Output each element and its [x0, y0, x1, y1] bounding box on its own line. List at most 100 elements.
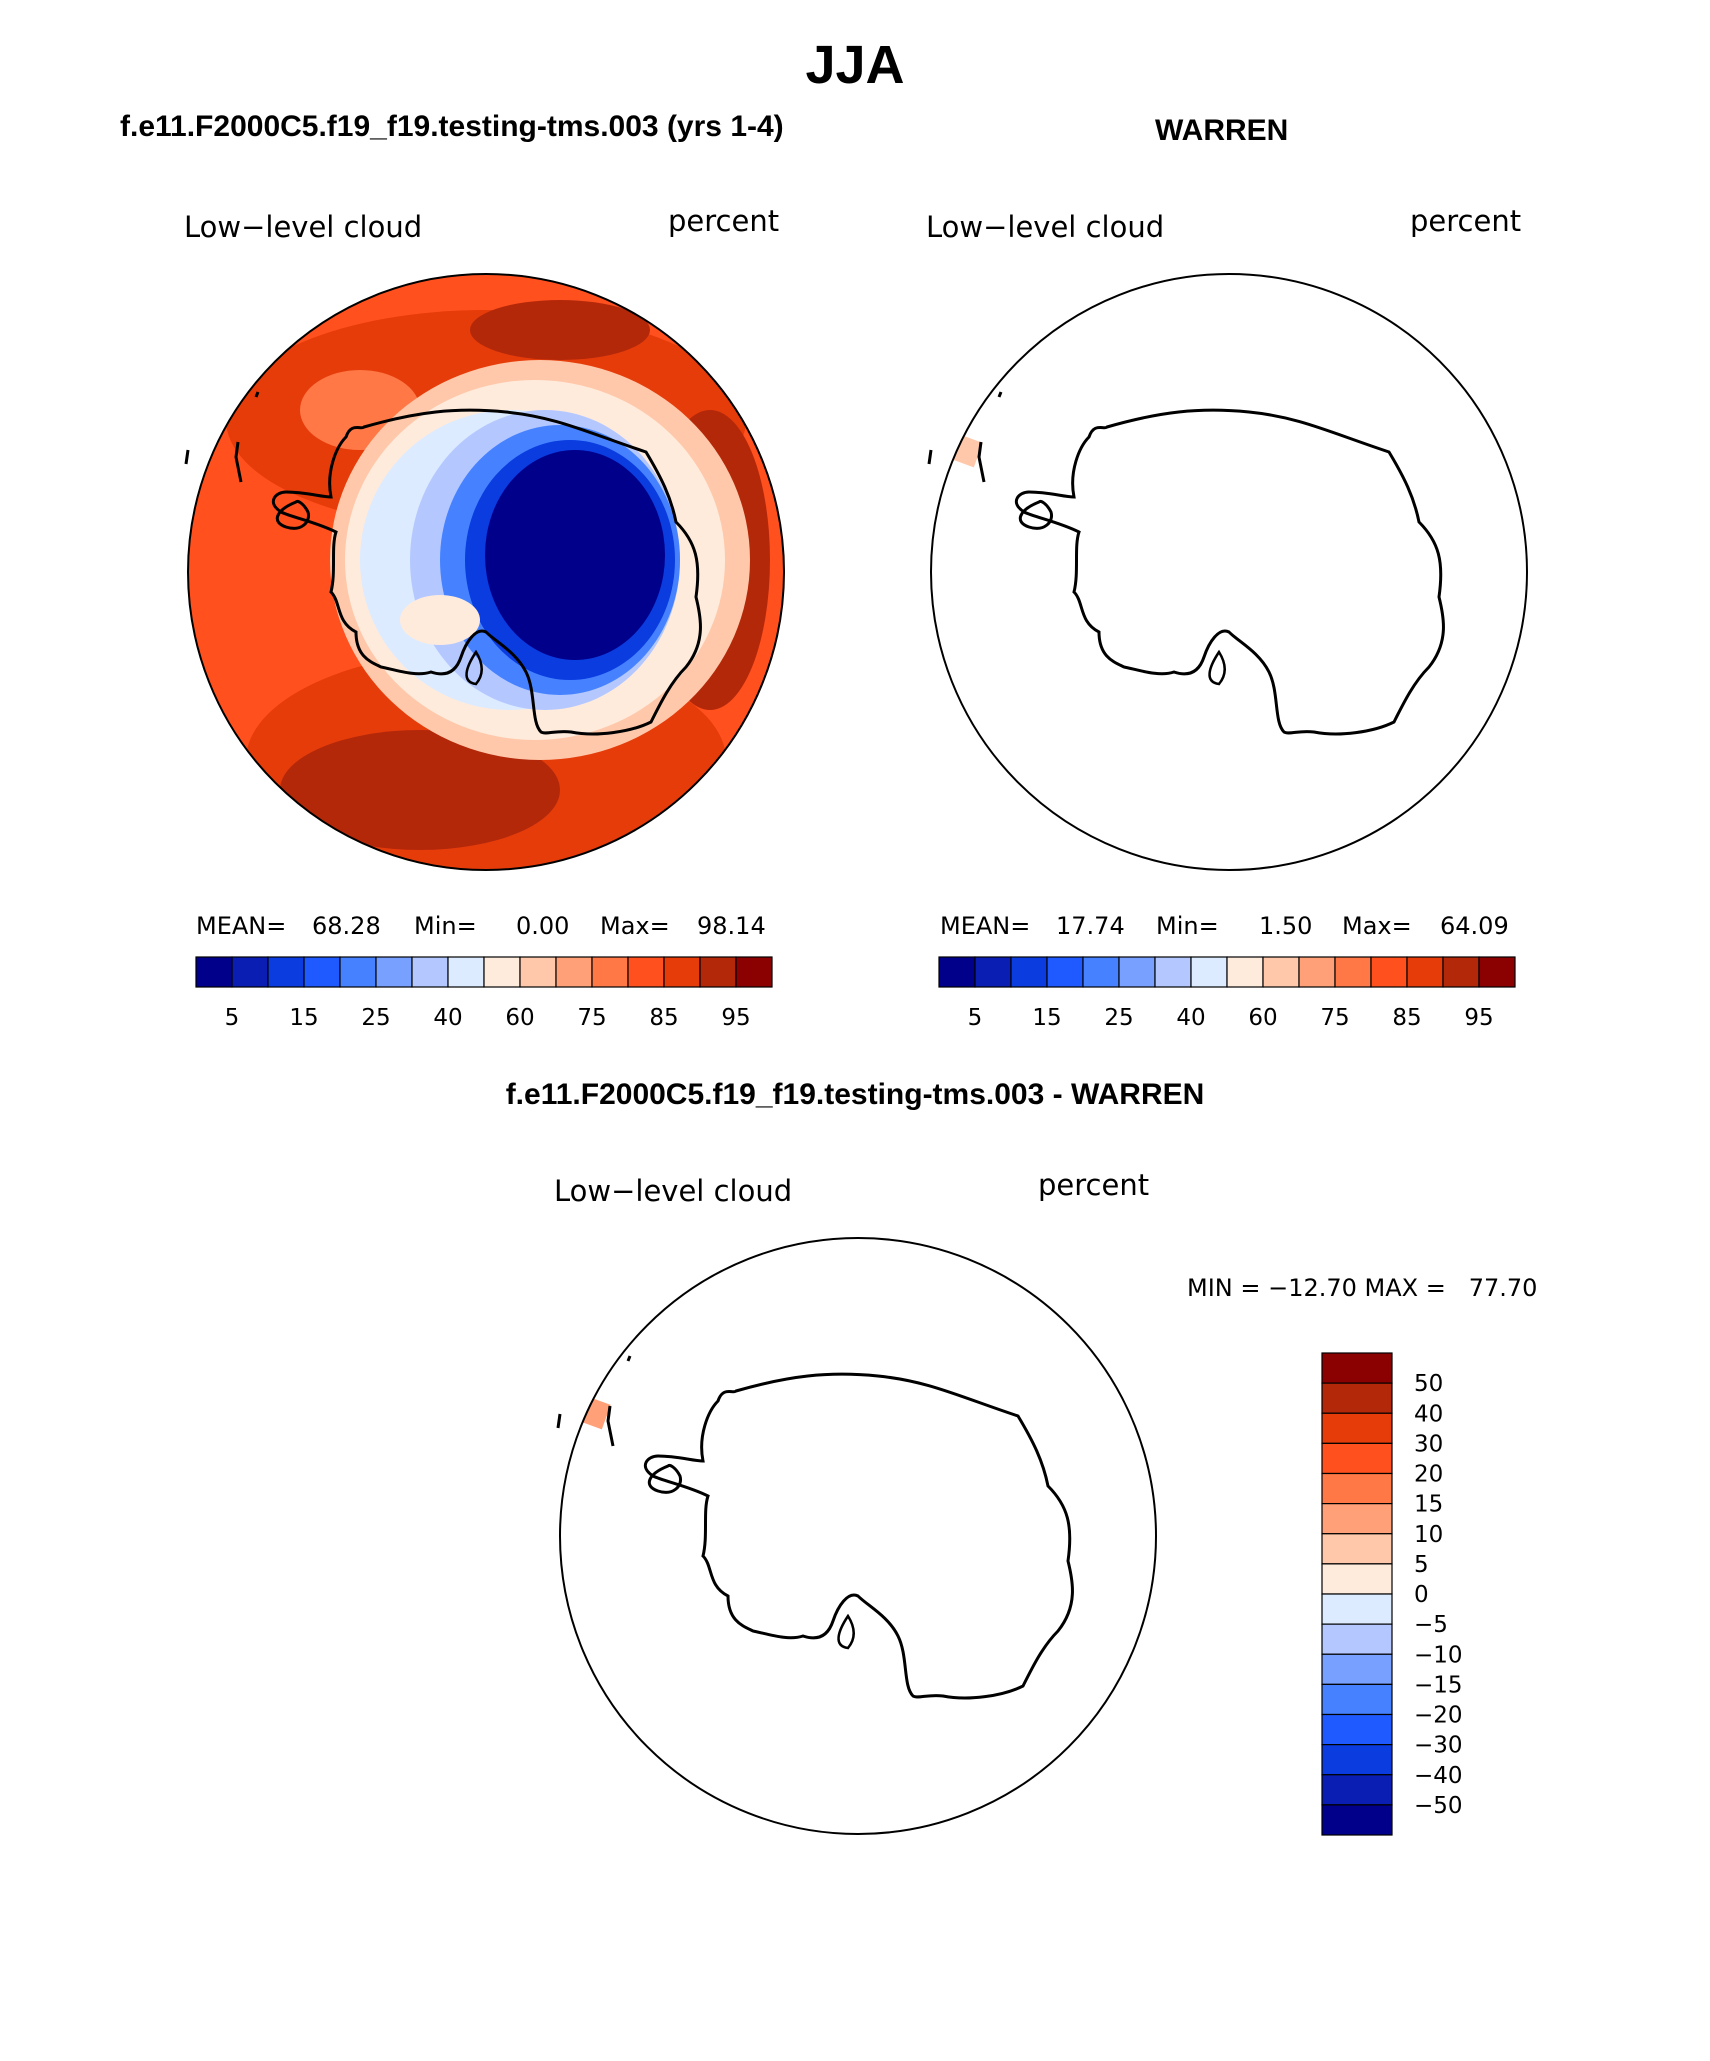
panel1-colorbar-swatch: [339, 956, 377, 988]
panel1-colorbar-tick-label: 85: [649, 1005, 678, 1031]
panel1-colorbar-swatch: [591, 956, 629, 988]
diff-header: f.e11.F2000C5.f19_f19.testing-tms.003 - …: [505, 1078, 1205, 1111]
panel1-max-label: Max=: [600, 912, 670, 940]
diff-minmax-text: MIN = −12.70 MAX = 77.70: [1187, 1274, 1538, 1302]
diff-colorbar-tick-label: −20: [1414, 1703, 1463, 1729]
panel2-colorbar-tick-label: 15: [1032, 1005, 1061, 1031]
diff-colorbar-swatch: [1321, 1503, 1393, 1535]
panel2-map: [927, 273, 1528, 871]
diff-colorbar-tick-label: −40: [1414, 1763, 1463, 1789]
panel1-colorbar-swatch: [447, 956, 485, 988]
panel2-header: WARREN: [1155, 114, 1289, 147]
diff-colorbar-tick-label: 40: [1414, 1401, 1443, 1427]
panel2-map-border: [930, 273, 1528, 871]
panel2-colorbar-tick-label: 60: [1248, 1005, 1277, 1031]
panel1-colorbar-tick-label: 95: [721, 1005, 750, 1031]
panel1-min-value: 0.00: [516, 912, 570, 940]
diff-colorbar-tick-label: −50: [1414, 1793, 1463, 1819]
diff-units-label: percent: [1038, 1168, 1150, 1202]
panel2-colorbar-swatch: [974, 956, 1012, 988]
diff-colorbar-swatch: [1321, 1713, 1393, 1746]
panel2-colorbar-tick-label: 95: [1464, 1005, 1493, 1031]
panel1-colorbar-swatch: [267, 956, 305, 988]
panel1-mean-value: 68.28: [312, 912, 381, 940]
diff-colorbar-swatch: [1321, 1563, 1393, 1595]
panel2-colorbar-swatch: [1262, 956, 1300, 988]
diff-colorbar-tick-label: −15: [1414, 1672, 1463, 1698]
panel2-colorbar-swatch: [1334, 956, 1372, 988]
season-title: JJA: [805, 35, 905, 95]
panel1-colorbar-swatch: [375, 956, 413, 988]
panel2-colorbar-tick-label: 40: [1176, 1005, 1205, 1031]
panel1-colorbar-swatch: [555, 956, 593, 988]
diff-colorbar-tick-label: −10: [1414, 1642, 1463, 1668]
diff-colorbar-swatch: [1321, 1352, 1393, 1384]
panel2-colorbar-swatch: [1478, 956, 1516, 988]
panel1-colorbar-tick-label: 60: [505, 1005, 534, 1031]
diff-map-border: [559, 1237, 1157, 1835]
panel2-colorbar-swatch: [1082, 956, 1120, 988]
panel2-colorbar-swatch: [1298, 956, 1336, 988]
panel2-colorbar-swatch: [1046, 956, 1084, 988]
panel1-colorbar-swatch: [231, 956, 269, 988]
panel1-header: f.e11.F2000C5.f19_f19.testing-tms.003 (y…: [120, 110, 784, 143]
panel1-colorbar-tick-label: 40: [433, 1005, 462, 1031]
panel1-colorbar-swatch: [735, 956, 773, 988]
diff-colorbar-swatch: [1321, 1533, 1393, 1565]
panel2-colorbar-swatch: [1118, 956, 1156, 988]
panel2-colorbar-swatch: [1154, 956, 1192, 988]
panel1-colorbar-swatch: [195, 956, 233, 988]
panel1-colorbar-tick-label: 75: [577, 1005, 606, 1031]
diff-variable-label: Low−level cloud: [554, 1174, 793, 1208]
diff-colorbar-tick-label: 50: [1414, 1371, 1443, 1397]
diff-colorbar-swatch: [1321, 1683, 1393, 1716]
panel1-field-ice-core: [485, 450, 665, 660]
panel1-colorbar: 5 15 25 40 60 75 85 95: [195, 956, 773, 1031]
panel2-colorbar-swatch: [1370, 956, 1408, 988]
panel2-colorbar-tick-label: 75: [1320, 1005, 1349, 1031]
diff-colorbar-swatch: [1321, 1774, 1393, 1806]
diff-colorbar-swatch: [1321, 1382, 1393, 1414]
panel1-variable-label: Low−level cloud: [184, 210, 423, 244]
panel1-colorbar-swatch: [411, 956, 449, 988]
diff-map-bg: [560, 1238, 1156, 1834]
diff-colorbar-swatch: [1321, 1412, 1393, 1444]
panel1-colorbar-swatch: [627, 956, 665, 988]
panel2-colorbar: 5 15 25 40 60 75 85 95: [938, 956, 1516, 1031]
panel2-units-label: percent: [1410, 204, 1522, 238]
diff-colorbar-tick-label: 10: [1414, 1522, 1443, 1548]
panel1-map-border: [187, 273, 785, 871]
panel1-colorbar-swatch: [303, 956, 341, 988]
diff-colorbar-swatch: [1321, 1744, 1393, 1776]
panel1-min-label: Min=: [414, 912, 477, 940]
panel2-max-value: 64.09: [1440, 912, 1509, 940]
diff-colorbar-tick-label: 30: [1414, 1431, 1443, 1457]
panel2-colorbar-swatch: [1406, 956, 1444, 988]
panel2-min-label: Min=: [1156, 912, 1219, 940]
panel2-colorbar-swatch: [1190, 956, 1228, 988]
panel1-mean-label: MEAN=: [196, 912, 287, 940]
diff-colorbar-tick-label: 0: [1414, 1582, 1429, 1608]
panel1-map: [184, 273, 785, 871]
diff-map: [556, 1237, 1157, 1835]
panel1-colorbar-tick-label: 25: [361, 1005, 390, 1031]
diff-colorbar-swatch: [1321, 1623, 1393, 1655]
panel2-colorbar-tick-label: 25: [1104, 1005, 1133, 1031]
panel2-colorbar-tick-label: 5: [968, 1005, 983, 1031]
panel2-mean-value: 17.74: [1056, 912, 1125, 940]
diff-colorbar-swatch: [1321, 1442, 1393, 1475]
diff-colorbar-tick-label: −30: [1414, 1733, 1463, 1759]
diff-colorbar-swatch: [1321, 1593, 1393, 1625]
diff-colorbar-swatch: [1321, 1653, 1393, 1685]
diff-colorbar-tick-label: −5: [1414, 1612, 1448, 1638]
panel2-colorbar-tick-label: 85: [1392, 1005, 1421, 1031]
panel2-mean-label: MEAN=: [940, 912, 1031, 940]
panel1-colorbar-tick-label: 5: [225, 1005, 240, 1031]
panel2-colorbar-swatch: [938, 956, 976, 988]
diff-colorbar-tick-label: 15: [1414, 1492, 1443, 1518]
panel1-field-darkest-n: [470, 300, 650, 360]
panel2-colorbar-swatch: [1226, 956, 1264, 988]
panel2-max-label: Max=: [1342, 912, 1412, 940]
